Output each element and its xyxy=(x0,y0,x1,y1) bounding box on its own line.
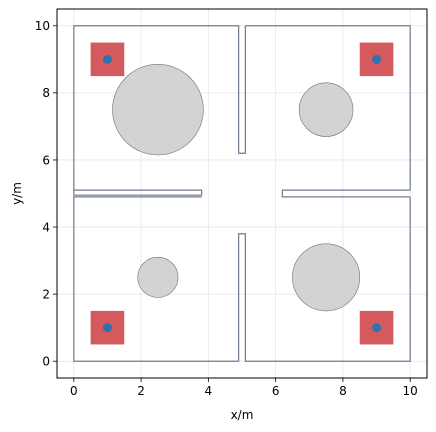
walls xyxy=(73,25,411,362)
points xyxy=(102,54,382,333)
y-tick-label-2: 4 xyxy=(42,220,50,234)
obstacles xyxy=(112,64,361,312)
point-1 xyxy=(372,54,382,64)
x-ticks: 0 2 4 6 8 10 xyxy=(70,378,418,398)
y-axis-label: y/m xyxy=(10,182,24,205)
axes-frame xyxy=(56,8,428,379)
y-tick-label-3: 6 xyxy=(42,153,50,167)
x-tick-label-1: 2 xyxy=(137,384,145,398)
x-axis-label: x/m xyxy=(231,408,254,422)
x-tick-label-0: 0 xyxy=(70,384,78,398)
wall-bottom-right xyxy=(238,196,411,362)
point-2 xyxy=(102,323,112,333)
y-tick-label-5: 10 xyxy=(35,19,50,33)
wall-top-left xyxy=(73,25,246,196)
x-tick-label-5: 10 xyxy=(403,384,418,398)
y-ticks: 0 2 4 6 8 10 xyxy=(35,19,57,369)
x-tick-label-2: 4 xyxy=(205,384,213,398)
point-0 xyxy=(102,54,112,64)
obstacle-1 xyxy=(298,82,354,137)
point-3 xyxy=(372,323,382,333)
wall-bottom-left xyxy=(73,196,239,362)
obstacle-3 xyxy=(292,243,361,312)
y-tick-label-4: 8 xyxy=(42,86,50,100)
y-tick-label-0: 0 xyxy=(42,355,50,369)
wall-top-right xyxy=(245,25,411,198)
x-tick-label-4: 8 xyxy=(339,384,347,398)
y-tick-label-1: 2 xyxy=(42,287,50,301)
obstacle-0 xyxy=(112,64,204,156)
x-tick-label-3: 6 xyxy=(272,384,280,398)
obstacle-2 xyxy=(137,256,179,298)
